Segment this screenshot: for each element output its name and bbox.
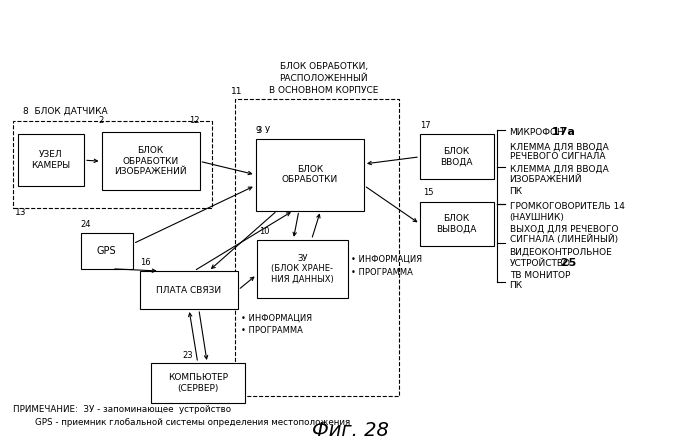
Text: 10: 10 [259,227,270,236]
Bar [140,271,238,309]
Text: 17: 17 [420,121,430,130]
Text: 3 У: 3 У [257,126,270,135]
Text: УСТРОЙСТВО: УСТРОЙСТВО [510,259,570,268]
Text: ГРОМКОГОВОРИТЕЛЬ 14: ГРОМКОГОВОРИТЕЛЬ 14 [510,202,624,211]
Text: ИЗОБРАЖЕНИЙ: ИЗОБРАЖЕНИЙ [510,175,582,184]
Text: Фиг. 28: Фиг. 28 [312,421,388,440]
Text: БЛОК
ОБРАБОТКИ: БЛОК ОБРАБОТКИ [281,165,338,185]
Text: ЗУ
(БЛОК ХРАНЕ-
НИЯ ДАННЫХ): ЗУ (БЛОК ХРАНЕ- НИЯ ДАННЫХ) [271,254,334,284]
Text: В ОСНОВНОМ КОРПУСЕ: В ОСНОВНОМ КОРПУСЕ [269,86,379,95]
Text: • ИНФОРМАЦИЯ: • ИНФОРМАЦИЯ [351,254,423,263]
Text: • ПРОГРАММА: • ПРОГРАММА [351,268,413,277]
Text: 15: 15 [424,188,434,197]
Text: 11: 11 [231,87,242,96]
Bar [256,139,364,211]
Bar [13,121,212,208]
Text: МИКРОФОН: МИКРОФОН [510,128,564,137]
Text: РАСПОЛОЖЕННЫЙ: РАСПОЛОЖЕННЫЙ [279,74,368,83]
Text: БЛОК ОБРАБОТКИ,: БЛОК ОБРАБОТКИ, [280,62,368,71]
Text: 12: 12 [189,116,199,125]
Text: (НАУШНИК): (НАУШНИК) [510,213,564,222]
Text: УЗЕЛ
КАМЕРЫ: УЗЕЛ КАМЕРЫ [32,151,70,170]
Bar [257,240,348,298]
Text: БЛОК
ВВОДА: БЛОК ВВОДА [440,147,473,167]
Text: ПК: ПК [510,281,523,290]
Text: СИГНАЛА (ЛИНЕЙНЫЙ): СИГНАЛА (ЛИНЕЙНЫЙ) [510,235,617,245]
Bar [420,202,494,246]
Text: БЛОК
ВЫВОДА: БЛОК ВЫВОДА [437,214,477,234]
Text: КОМПЬЮТЕР
(СЕРВЕР): КОМПЬЮТЕР (СЕРВЕР) [168,373,228,393]
Bar [102,132,200,190]
Text: 8  БЛОК ДАТЧИКА: 8 БЛОК ДАТЧИКА [23,107,108,116]
Text: 16: 16 [140,258,150,267]
Text: 23: 23 [182,351,192,360]
Text: ВЫХОД ДЛЯ РЕЧЕВОГО: ВЫХОД ДЛЯ РЕЧЕВОГО [510,225,618,234]
Bar [18,134,84,186]
Bar [234,99,399,396]
Text: • ПРОГРАММА: • ПРОГРАММА [241,326,303,335]
Text: 13: 13 [15,208,27,217]
Text: ВИДЕОКОНТРОЛЬНОЕ: ВИДЕОКОНТРОЛЬНОЕ [510,247,612,256]
Text: 17а: 17а [547,127,575,137]
Text: ПЛАТА СВЯЗИ: ПЛАТА СВЯЗИ [156,285,222,295]
Text: ПК: ПК [510,187,523,196]
Bar [420,134,494,179]
Text: 24: 24 [80,220,91,229]
Text: ПРИМЕЧАНИЕ:  ЗУ - запоминающее  устройство: ПРИМЕЧАНИЕ: ЗУ - запоминающее устройство [13,405,231,414]
Text: • ИНФОРМАЦИЯ: • ИНФОРМАЦИЯ [241,314,313,323]
Text: 25: 25 [557,258,576,268]
Bar [80,233,133,269]
Text: GPS: GPS [97,246,117,256]
Text: КЛЕММА ДЛЯ ВВОДА: КЛЕММА ДЛЯ ВВОДА [510,165,608,174]
Text: КЛЕММА ДЛЯ ВВОДА: КЛЕММА ДЛЯ ВВОДА [510,142,608,151]
Text: РЕЧЕВОГО СИГНАЛА: РЕЧЕВОГО СИГНАЛА [510,152,605,161]
Text: 9: 9 [256,126,260,135]
Bar [150,363,245,403]
Text: БЛОК
ОБРАБОТКИ
ИЗОБРАЖЕНИЙ: БЛОК ОБРАБОТКИ ИЗОБРАЖЕНИЙ [114,146,187,176]
Text: ТВ МОНИТОР: ТВ МОНИТОР [510,271,570,280]
Text: 2: 2 [98,116,104,125]
Text: GPS - приемник глобальной системы определения местоположения: GPS - приемник глобальной системы опреде… [13,418,350,426]
